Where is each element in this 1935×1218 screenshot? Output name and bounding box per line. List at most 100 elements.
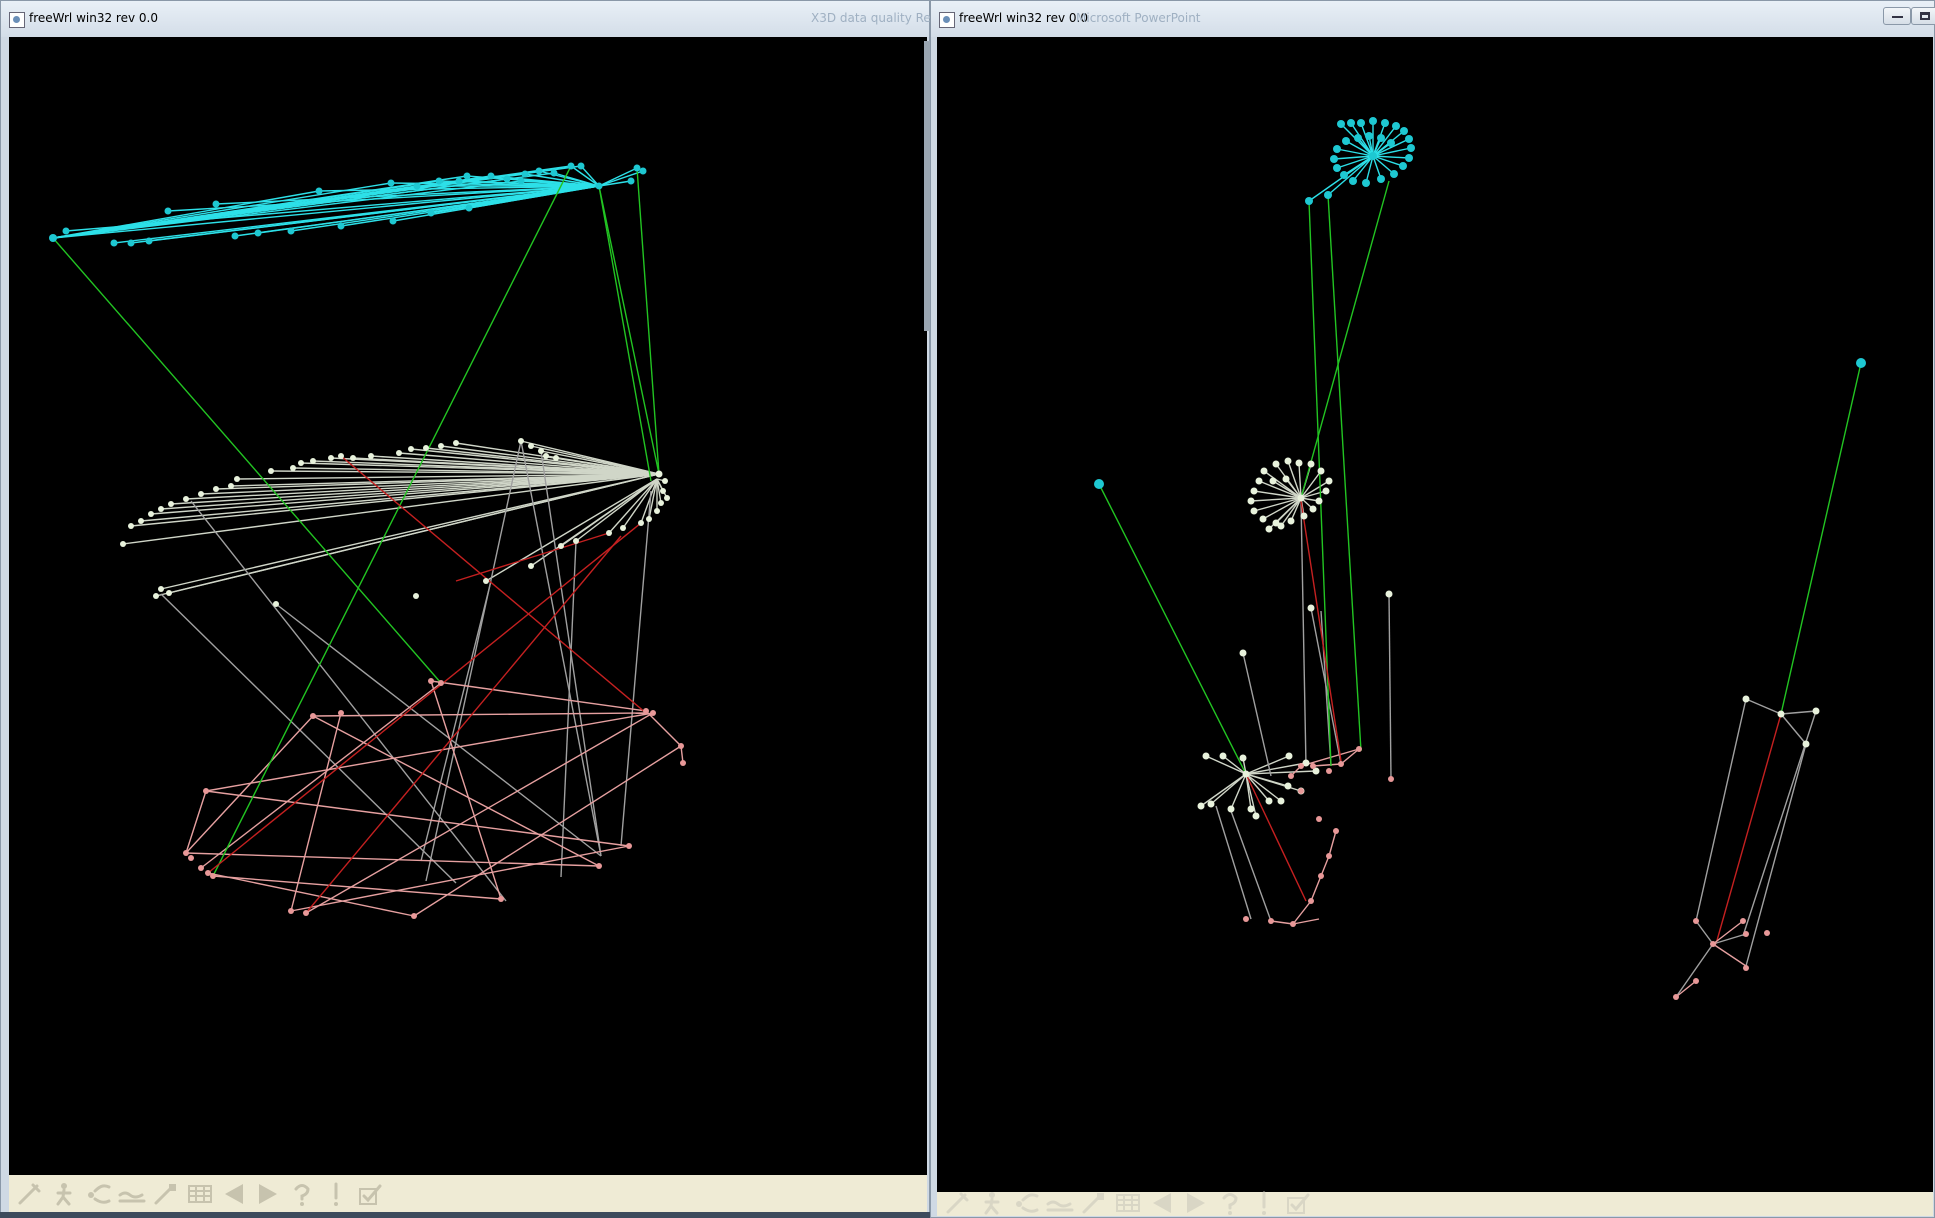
graph-node[interactable]	[660, 488, 666, 494]
graph-node[interactable]	[413, 593, 419, 599]
graph-node[interactable]	[1290, 921, 1296, 927]
status-icon[interactable]	[1249, 1190, 1279, 1216]
graph-node[interactable]	[1305, 197, 1313, 205]
graph-node[interactable]	[1252, 812, 1260, 820]
freewrl-app-icon[interactable]	[939, 12, 955, 28]
right-3d-viewport[interactable]	[937, 37, 1933, 1192]
graph-node[interactable]	[528, 563, 534, 569]
minimize-button[interactable]	[1883, 7, 1911, 25]
graph-node[interactable]	[438, 443, 444, 449]
graph-node[interactable]	[287, 227, 295, 235]
graph-node[interactable]	[1342, 137, 1350, 145]
graph-node[interactable]	[315, 187, 323, 195]
level-icon[interactable]	[151, 1181, 181, 1207]
graph-node[interactable]	[1277, 797, 1285, 805]
graph-node[interactable]	[1333, 828, 1339, 834]
graph-node[interactable]	[627, 177, 635, 185]
graph-node[interactable]	[1405, 135, 1413, 143]
right-graph-canvas[interactable]	[937, 37, 1933, 1192]
graph-node[interactable]	[438, 680, 444, 686]
graph-node[interactable]	[1269, 477, 1277, 485]
graph-node[interactable]	[606, 530, 612, 536]
graph-node[interactable]	[1400, 127, 1408, 135]
graph-node[interactable]	[310, 458, 316, 464]
graph-node[interactable]	[298, 460, 304, 466]
graph-node[interactable]	[1399, 162, 1407, 170]
graph-node[interactable]	[1326, 768, 1332, 774]
graph-node[interactable]	[1333, 145, 1341, 153]
fly-icon[interactable]	[1011, 1190, 1041, 1216]
graph-node[interactable]	[1693, 918, 1699, 924]
graph-node[interactable]	[538, 448, 544, 454]
graph-node[interactable]	[435, 177, 443, 185]
graph-node[interactable]	[1377, 175, 1385, 183]
graph-node[interactable]	[487, 172, 495, 180]
graph-node[interactable]	[654, 508, 660, 514]
graph-node[interactable]	[166, 590, 172, 596]
graph-node[interactable]	[1743, 931, 1749, 937]
left-title-bar[interactable]: freeWrl win32 rev 0.0 X3D data quality R…	[1, 1, 955, 37]
graph-node[interactable]	[1326, 853, 1332, 859]
graph-node[interactable]	[153, 593, 159, 599]
graph-node[interactable]	[413, 182, 421, 190]
graph-node[interactable]	[1284, 782, 1292, 790]
graph-node[interactable]	[328, 455, 334, 461]
graph-node[interactable]	[168, 501, 174, 507]
graph-node[interactable]	[1377, 134, 1385, 142]
graph-node[interactable]	[535, 167, 543, 175]
right-title-bar[interactable]: freeWrl win32 rev 0.0 Microsoft PowerPoi…	[931, 1, 1935, 37]
graph-node[interactable]	[203, 788, 209, 794]
graph-node[interactable]	[1282, 475, 1290, 483]
graph-node[interactable]	[638, 520, 644, 526]
graph-node[interactable]	[337, 222, 345, 230]
graph-node[interactable]	[350, 455, 356, 461]
graph-node[interactable]	[678, 743, 684, 749]
graph-node[interactable]	[664, 495, 670, 501]
collision-icon[interactable]	[185, 1181, 215, 1207]
edit-icon[interactable]	[15, 1181, 45, 1207]
status-icon[interactable]	[321, 1181, 351, 1207]
graph-node[interactable]	[1287, 517, 1295, 525]
graph-node[interactable]	[1365, 132, 1373, 140]
graph-node[interactable]	[595, 182, 603, 190]
graph-node[interactable]	[1743, 965, 1749, 971]
graph-node[interactable]	[680, 760, 686, 766]
graph-node[interactable]	[120, 541, 126, 547]
graph-node[interactable]	[650, 710, 656, 716]
graph-node[interactable]	[368, 453, 374, 459]
graph-node[interactable]	[1308, 898, 1314, 904]
graph-node[interactable]	[148, 511, 154, 517]
graph-node[interactable]	[1094, 479, 1104, 489]
freewrl-app-icon[interactable]	[9, 12, 25, 28]
examine-icon[interactable]	[117, 1181, 147, 1207]
graph-node[interactable]	[110, 239, 118, 247]
graph-node[interactable]	[158, 506, 164, 512]
graph-node[interactable]	[1357, 119, 1365, 127]
fly-icon[interactable]	[83, 1181, 113, 1207]
graph-node[interactable]	[521, 170, 529, 178]
graph-node[interactable]	[423, 445, 429, 451]
graph-node[interactable]	[655, 470, 663, 478]
graph-node[interactable]	[205, 870, 211, 876]
graph-node[interactable]	[1356, 746, 1362, 752]
graph-node[interactable]	[1207, 800, 1215, 808]
graph-node[interactable]	[1268, 918, 1274, 924]
graph-node[interactable]	[455, 177, 463, 185]
graph-node[interactable]	[338, 710, 344, 716]
graph-node[interactable]	[213, 486, 219, 492]
graph-node[interactable]	[518, 438, 524, 444]
graph-node[interactable]	[210, 873, 216, 879]
graph-node[interactable]	[1288, 773, 1294, 779]
graph-node[interactable]	[1385, 590, 1393, 598]
graph-node[interactable]	[1242, 770, 1250, 778]
graph-node[interactable]	[1317, 467, 1325, 475]
graph-node[interactable]	[310, 713, 316, 719]
graph-node[interactable]	[408, 446, 414, 452]
graph-node[interactable]	[1337, 120, 1345, 128]
graph-node[interactable]	[662, 478, 668, 484]
graph-node[interactable]	[639, 167, 647, 175]
graph-node[interactable]	[550, 169, 558, 177]
graph-node[interactable]	[1390, 170, 1398, 178]
walk-icon[interactable]	[977, 1190, 1007, 1216]
graph-node[interactable]	[389, 217, 397, 225]
